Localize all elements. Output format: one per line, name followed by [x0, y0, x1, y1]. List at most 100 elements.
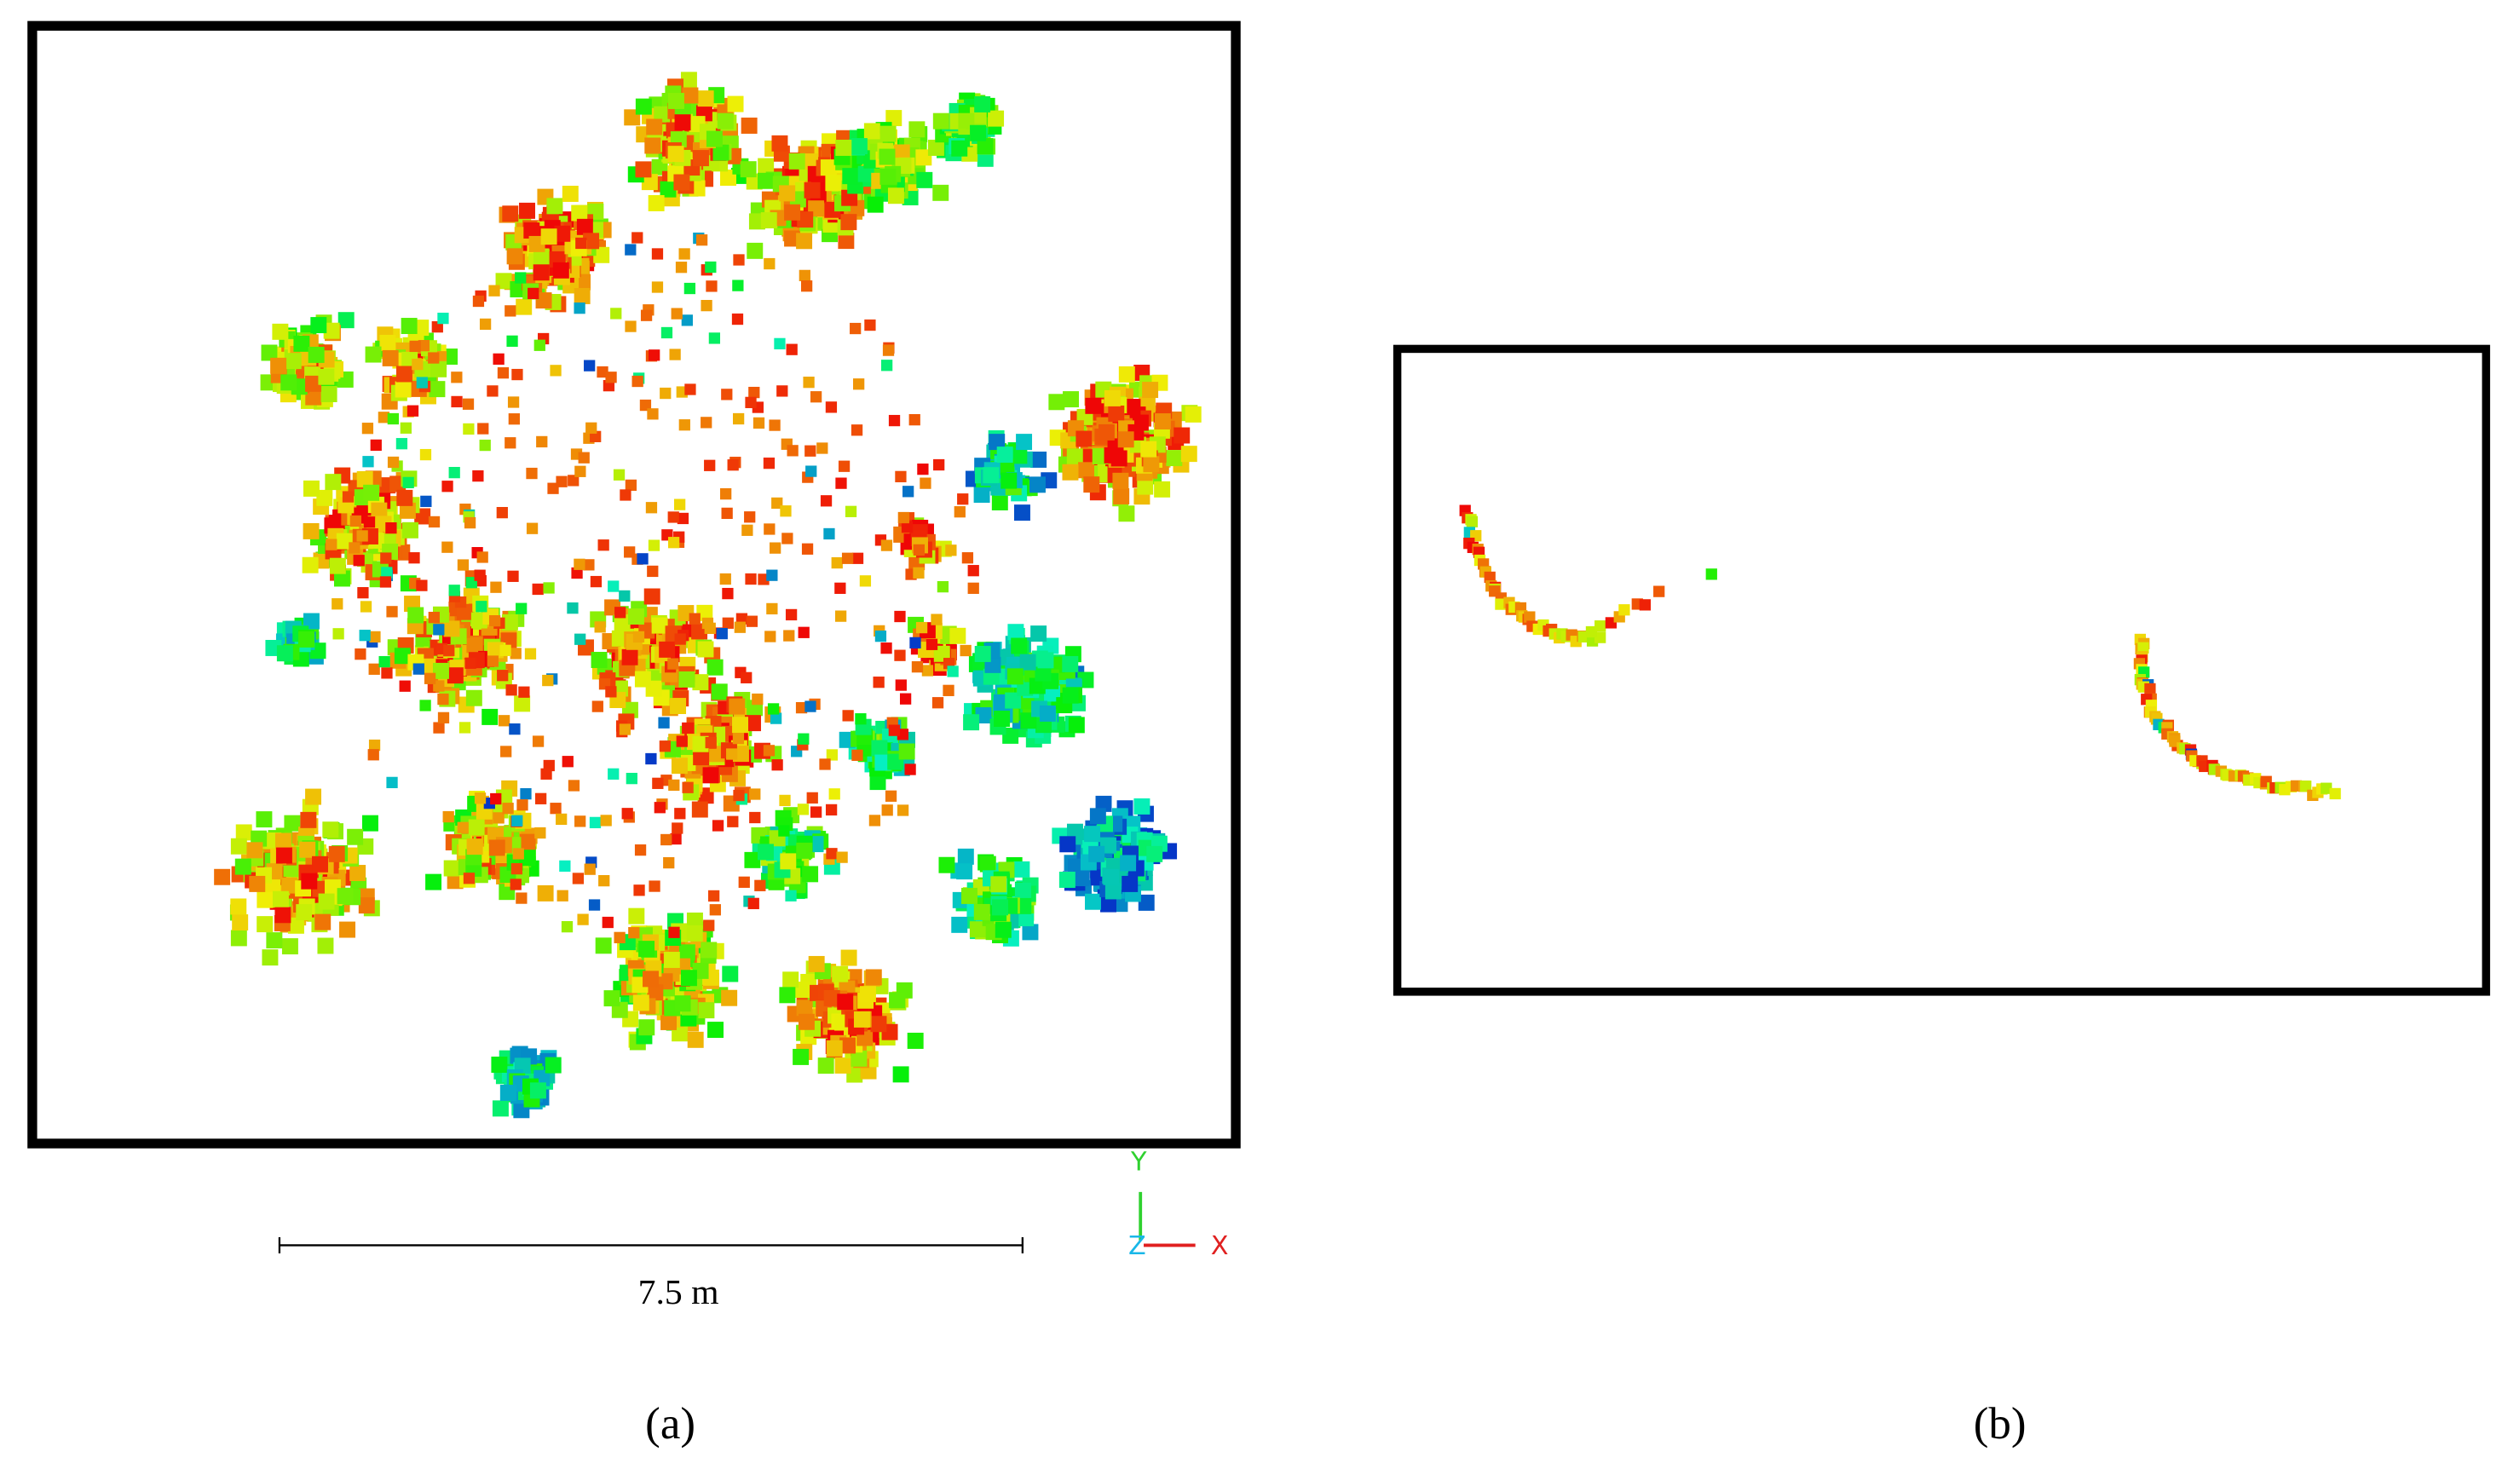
- point: [659, 740, 672, 752]
- point: [590, 430, 602, 442]
- point: [711, 683, 728, 700]
- point: [991, 494, 1008, 510]
- point: [412, 358, 424, 371]
- point: [505, 305, 516, 317]
- point: [1062, 687, 1079, 704]
- point: [880, 539, 893, 551]
- point: [632, 631, 645, 643]
- point: [514, 695, 531, 712]
- point: [897, 804, 909, 816]
- point: [721, 989, 738, 1006]
- point: [754, 879, 766, 891]
- point: [771, 497, 783, 510]
- point: [674, 995, 691, 1012]
- point: [1030, 451, 1047, 468]
- point: [879, 168, 897, 185]
- point: [645, 752, 657, 765]
- point: [448, 466, 460, 479]
- point: [785, 608, 798, 621]
- point: [534, 827, 546, 839]
- point: [992, 899, 1008, 916]
- point: [628, 927, 640, 939]
- point: [988, 110, 1005, 127]
- point: [568, 475, 580, 487]
- point: [692, 735, 709, 752]
- point: [302, 556, 319, 573]
- point: [651, 248, 664, 260]
- point: [1085, 893, 1101, 910]
- point: [932, 184, 949, 201]
- point: [1037, 652, 1054, 669]
- point: [437, 312, 449, 325]
- point: [303, 480, 320, 497]
- point: [637, 553, 649, 565]
- point: [967, 582, 979, 594]
- point: [823, 989, 840, 1006]
- point: [667, 537, 680, 549]
- point: [1066, 823, 1083, 840]
- point: [320, 386, 337, 402]
- point: [625, 479, 637, 492]
- point: [774, 337, 786, 349]
- point: [674, 114, 691, 131]
- point: [270, 357, 287, 374]
- point: [678, 944, 695, 961]
- point: [649, 349, 660, 361]
- point: [506, 335, 518, 347]
- point: [1016, 434, 1033, 451]
- point-cloud-a: [214, 72, 1202, 1119]
- point: [660, 181, 677, 198]
- point: [732, 717, 748, 734]
- point: [880, 642, 892, 654]
- point: [693, 749, 710, 766]
- point: [960, 644, 972, 657]
- point: [312, 855, 328, 873]
- point: [502, 205, 519, 222]
- point: [797, 804, 810, 815]
- point: [957, 848, 974, 865]
- point: [464, 516, 476, 529]
- point: [797, 211, 814, 228]
- point: [1117, 431, 1134, 448]
- point: [574, 558, 585, 570]
- point: [823, 527, 835, 540]
- point: [660, 387, 672, 400]
- point: [326, 539, 337, 550]
- point: [744, 511, 756, 523]
- point: [698, 1002, 715, 1019]
- point: [561, 921, 574, 933]
- point: [597, 366, 608, 378]
- point: [362, 456, 374, 468]
- point: [735, 613, 748, 625]
- point: [741, 524, 753, 536]
- point: [281, 877, 298, 894]
- point: [733, 254, 745, 266]
- point: [804, 700, 816, 712]
- point: [836, 851, 848, 863]
- point: [332, 598, 343, 610]
- point: [867, 196, 884, 213]
- point: [729, 698, 746, 715]
- point: [779, 794, 791, 807]
- point: [781, 533, 793, 544]
- point: [778, 825, 790, 837]
- point: [864, 319, 876, 331]
- point: [1154, 413, 1171, 430]
- point: [457, 559, 470, 571]
- point-cloud-b: [1459, 504, 2341, 801]
- point: [367, 749, 379, 761]
- point: [663, 952, 680, 968]
- point: [554, 225, 571, 242]
- point: [675, 262, 688, 274]
- point: [873, 677, 885, 688]
- point: [261, 344, 278, 361]
- point: [571, 205, 588, 222]
- point: [931, 697, 944, 709]
- point: [998, 458, 1015, 475]
- point: [937, 581, 949, 593]
- point: [550, 803, 562, 815]
- point: [502, 803, 514, 815]
- point: [859, 986, 876, 1003]
- point: [979, 855, 996, 873]
